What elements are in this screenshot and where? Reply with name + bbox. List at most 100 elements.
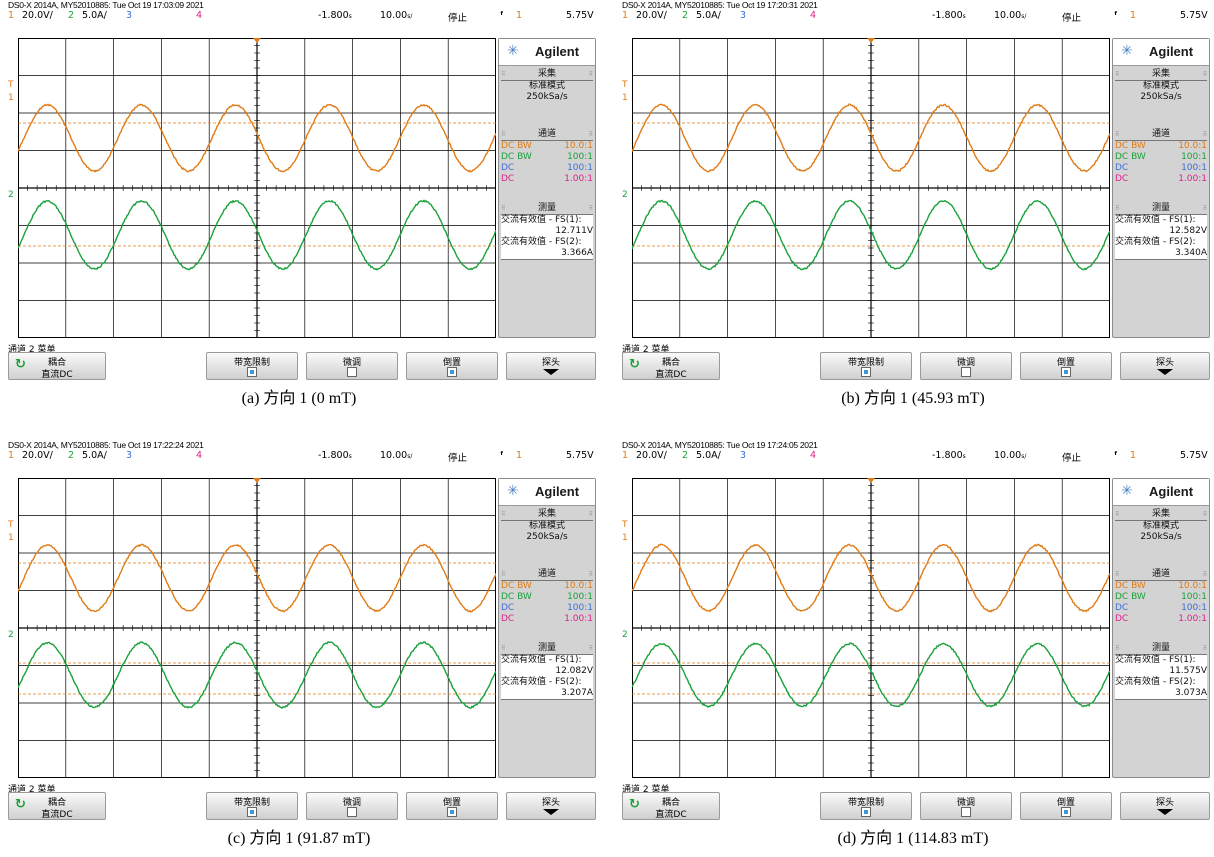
channel-row-4[interactable]: DC 1.00:1 — [501, 614, 593, 625]
acquire-section[interactable]: 采集 标准模式 250kSa/s — [1115, 509, 1207, 543]
invert-checkbox[interactable] — [1061, 367, 1071, 377]
trigger-marker[interactable]: T — [622, 520, 628, 530]
ch4-number[interactable]: 4 — [810, 10, 816, 21]
probe-softkey[interactable]: 探头 — [1120, 792, 1210, 820]
ch1-scale[interactable]: 20.0V/ — [636, 450, 667, 461]
channel-row-2[interactable]: DC BW 100:1 — [501, 152, 593, 163]
channel-row-2[interactable]: DC BW 100:1 — [1115, 592, 1207, 603]
time-offset[interactable]: -1.800s — [318, 10, 352, 21]
ch1-scale[interactable]: 20.0V/ — [636, 10, 667, 21]
bw-limit-softkey[interactable]: 带宽限制 — [820, 352, 912, 380]
run-state[interactable]: 停止 — [1062, 10, 1081, 24]
ch1-scale[interactable]: 20.0V/ — [22, 10, 53, 21]
channel-row-4[interactable]: DC 1.00:1 — [501, 174, 593, 185]
coupling-softkey[interactable]: ↻ 耦合 直流DC — [622, 352, 720, 380]
channel-row-1[interactable]: DC BW 10.0:1 — [1115, 141, 1207, 152]
ch1-ground-marker[interactable]: 1 — [8, 533, 14, 543]
ch1-number[interactable]: 1 — [8, 450, 14, 461]
acquire-section[interactable]: 采集 标准模式 250kSa/s — [501, 509, 593, 543]
measure-section[interactable]: 测量 交流有效值 - FS(1): 12.711V 交流有效值 - FS(2):… — [501, 203, 593, 260]
probe-softkey[interactable]: 探头 — [506, 792, 596, 820]
channel-row-2[interactable]: DC BW 100:1 — [501, 592, 593, 603]
ch2-ground-marker[interactable]: 2 — [8, 630, 14, 640]
trigger-level[interactable]: 5.75V — [1180, 450, 1208, 461]
probe-softkey[interactable]: 探头 — [506, 352, 596, 380]
ch2-number[interactable]: 2 — [68, 10, 74, 21]
bw-limit-softkey[interactable]: 带宽限制 — [206, 352, 298, 380]
fine-softkey[interactable]: 微调 — [920, 352, 1012, 380]
fine-softkey[interactable]: 微调 — [306, 352, 398, 380]
trigger-level[interactable]: 5.75V — [1180, 10, 1208, 21]
fine-checkbox[interactable] — [347, 807, 357, 817]
measure-section[interactable]: 测量 交流有效值 - FS(1): 12.082V 交流有效值 - FS(2):… — [501, 643, 593, 700]
time-offset[interactable]: -1.800s — [932, 10, 966, 21]
time-offset[interactable]: -1.800s — [932, 450, 966, 461]
invert-checkbox[interactable] — [1061, 807, 1071, 817]
time-scale[interactable]: 10.00s/ — [994, 10, 1026, 21]
channel-row-3[interactable]: DC 100:1 — [1115, 163, 1207, 174]
ch2-ground-marker[interactable]: 2 — [622, 630, 628, 640]
ch4-number[interactable]: 4 — [810, 450, 816, 461]
ch1-number[interactable]: 1 — [622, 450, 628, 461]
channel-row-3[interactable]: DC 100:1 — [1115, 603, 1207, 614]
coupling-softkey[interactable]: ↻ 耦合 直流DC — [8, 792, 106, 820]
invert-checkbox[interactable] — [447, 367, 457, 377]
channel-row-1[interactable]: DC BW 10.0:1 — [1115, 581, 1207, 592]
channel-row-3[interactable]: DC 100:1 — [501, 163, 593, 174]
probe-softkey[interactable]: 探头 — [1120, 352, 1210, 380]
invert-softkey[interactable]: 倒置 — [406, 352, 498, 380]
coupling-softkey[interactable]: ↻ 耦合 直流DC — [8, 352, 106, 380]
fine-checkbox[interactable] — [961, 367, 971, 377]
ch3-number[interactable]: 3 — [126, 10, 132, 21]
run-state[interactable]: 停止 — [1062, 450, 1081, 464]
ch3-number[interactable]: 3 — [740, 450, 746, 461]
bw-limit-checkbox[interactable] — [861, 367, 871, 377]
run-state[interactable]: 停止 — [448, 10, 467, 24]
time-scale[interactable]: 10.00s/ — [994, 450, 1026, 461]
fine-softkey[interactable]: 微调 — [920, 792, 1012, 820]
bw-limit-softkey[interactable]: 带宽限制 — [206, 792, 298, 820]
ch4-number[interactable]: 4 — [196, 10, 202, 21]
ch1-number[interactable]: 1 — [622, 10, 628, 21]
channel-section[interactable]: 通道 DC BW 10.0:1 DC BW 100:1 DC 100:1 DC 1.00:1 — [501, 129, 593, 185]
fine-checkbox[interactable] — [961, 807, 971, 817]
channel-row-4[interactable]: DC 1.00:1 — [1115, 614, 1207, 625]
coupling-softkey[interactable]: ↻ 耦合 直流DC — [622, 792, 720, 820]
fine-checkbox[interactable] — [347, 367, 357, 377]
ch2-scale[interactable]: 5.0A/ — [82, 10, 107, 21]
ch1-number[interactable]: 1 — [8, 10, 14, 21]
waveform-display[interactable] — [632, 478, 1110, 778]
ch2-ground-marker[interactable]: 2 — [622, 190, 628, 200]
ch3-number[interactable]: 3 — [126, 450, 132, 461]
bw-limit-softkey[interactable]: 带宽限制 — [820, 792, 912, 820]
trigger-level[interactable]: 5.75V — [566, 10, 594, 21]
ch4-number[interactable]: 4 — [196, 450, 202, 461]
acquire-section[interactable]: 采集 标准模式 250kSa/s — [501, 69, 593, 103]
trigger-channel[interactable]: 1 — [1130, 450, 1136, 461]
invert-softkey[interactable]: 倒置 — [1020, 792, 1112, 820]
bw-limit-checkbox[interactable] — [247, 807, 257, 817]
ch1-ground-marker[interactable]: 1 — [8, 93, 14, 103]
channel-row-3[interactable]: DC 100:1 — [501, 603, 593, 614]
channel-section[interactable]: 通道 DC BW 10.0:1 DC BW 100:1 DC 100:1 DC 1.00:1 — [1115, 129, 1207, 185]
fine-softkey[interactable]: 微调 — [306, 792, 398, 820]
measure-section[interactable]: 测量 交流有效值 - FS(1): 12.582V 交流有效值 - FS(2):… — [1115, 203, 1207, 260]
time-offset[interactable]: -1.800s — [318, 450, 352, 461]
ch1-ground-marker[interactable]: 1 — [622, 533, 628, 543]
bw-limit-checkbox[interactable] — [247, 367, 257, 377]
ch1-ground-marker[interactable]: 1 — [622, 93, 628, 103]
run-state[interactable]: 停止 — [448, 450, 467, 464]
waveform-display[interactable] — [18, 38, 496, 338]
trigger-marker[interactable]: T — [8, 520, 14, 530]
time-scale[interactable]: 10.00s/ — [380, 10, 412, 21]
waveform-display[interactable] — [632, 38, 1110, 338]
ch1-scale[interactable]: 20.0V/ — [22, 450, 53, 461]
acquire-section[interactable]: 采集 标准模式 250kSa/s — [1115, 69, 1207, 103]
trigger-channel[interactable]: 1 — [1130, 10, 1136, 21]
invert-checkbox[interactable] — [447, 807, 457, 817]
trigger-marker[interactable]: T — [8, 80, 14, 90]
ch2-scale[interactable]: 5.0A/ — [696, 450, 721, 461]
invert-softkey[interactable]: 倒置 — [406, 792, 498, 820]
trigger-channel[interactable]: 1 — [516, 450, 522, 461]
bw-limit-checkbox[interactable] — [861, 807, 871, 817]
